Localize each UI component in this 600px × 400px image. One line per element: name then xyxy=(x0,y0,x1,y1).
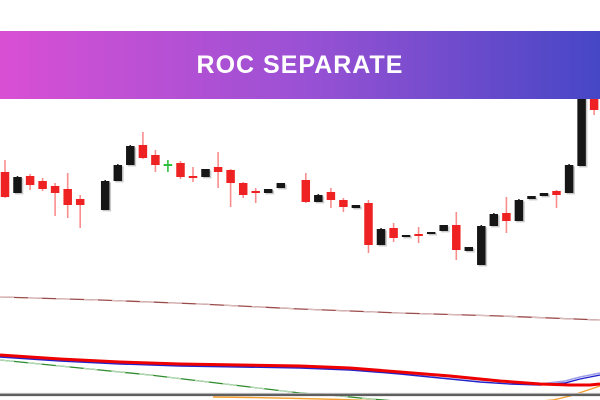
candle-body-red xyxy=(339,200,348,207)
candle-body-red xyxy=(251,191,260,193)
candle-body-shadow xyxy=(403,236,412,239)
candle-body-black xyxy=(527,196,536,199)
candle-body-shadow xyxy=(428,233,438,236)
page-title: ROC SEPARATE xyxy=(196,50,404,79)
candle-body-red xyxy=(452,225,461,250)
candle-body-black xyxy=(514,200,524,221)
candle-body-red xyxy=(75,199,85,205)
candle-body-red xyxy=(151,155,160,165)
candle-body-black xyxy=(401,235,411,237)
candle-body-red xyxy=(50,186,60,193)
candle-body-red xyxy=(389,228,398,238)
candle-body-black xyxy=(201,169,210,177)
candle-body-black xyxy=(577,96,586,166)
candle-body-black xyxy=(489,214,499,226)
candle-body-red xyxy=(238,183,248,195)
candle-body-red xyxy=(552,191,561,195)
candle-body-green xyxy=(163,164,173,166)
candle-body-black xyxy=(276,183,286,188)
candle-body-red xyxy=(502,213,511,221)
candle-body-red xyxy=(414,234,423,236)
candle-body-red xyxy=(25,176,35,185)
candle-body-red xyxy=(301,180,311,202)
candle-body-red xyxy=(188,176,198,178)
candle-body-red xyxy=(38,181,47,189)
candle-body-red xyxy=(226,170,235,183)
candle-body-black xyxy=(100,181,110,210)
candle-body-black xyxy=(376,229,386,245)
candle-body-red xyxy=(138,145,148,158)
candle-body-red xyxy=(63,189,72,205)
candle-body-red xyxy=(176,163,185,177)
header-banner: ROC SEPARATE xyxy=(0,31,600,99)
candle-body-black xyxy=(113,165,123,181)
ma-maroon-line xyxy=(0,296,600,321)
candle-body-red xyxy=(589,96,599,110)
candle-body-black xyxy=(13,177,22,193)
candle-body-black xyxy=(263,189,273,193)
candle-body-black xyxy=(539,193,549,196)
candle-body-black xyxy=(564,165,574,193)
candle-body-red xyxy=(213,167,223,172)
candle-body-black xyxy=(464,247,474,251)
candle-body-black xyxy=(351,205,361,208)
candle-body-red xyxy=(364,203,373,245)
candle-body-red xyxy=(326,192,336,200)
ma-thick-red-line xyxy=(0,353,600,387)
candle-body-black xyxy=(477,226,486,265)
candle-body-black xyxy=(126,146,135,165)
candle-body-black xyxy=(439,225,448,231)
candle-body-black xyxy=(314,195,323,202)
candle-body-black xyxy=(426,232,436,234)
ma-green-line-light-dashes xyxy=(0,359,390,400)
candle-body-red xyxy=(0,172,10,197)
